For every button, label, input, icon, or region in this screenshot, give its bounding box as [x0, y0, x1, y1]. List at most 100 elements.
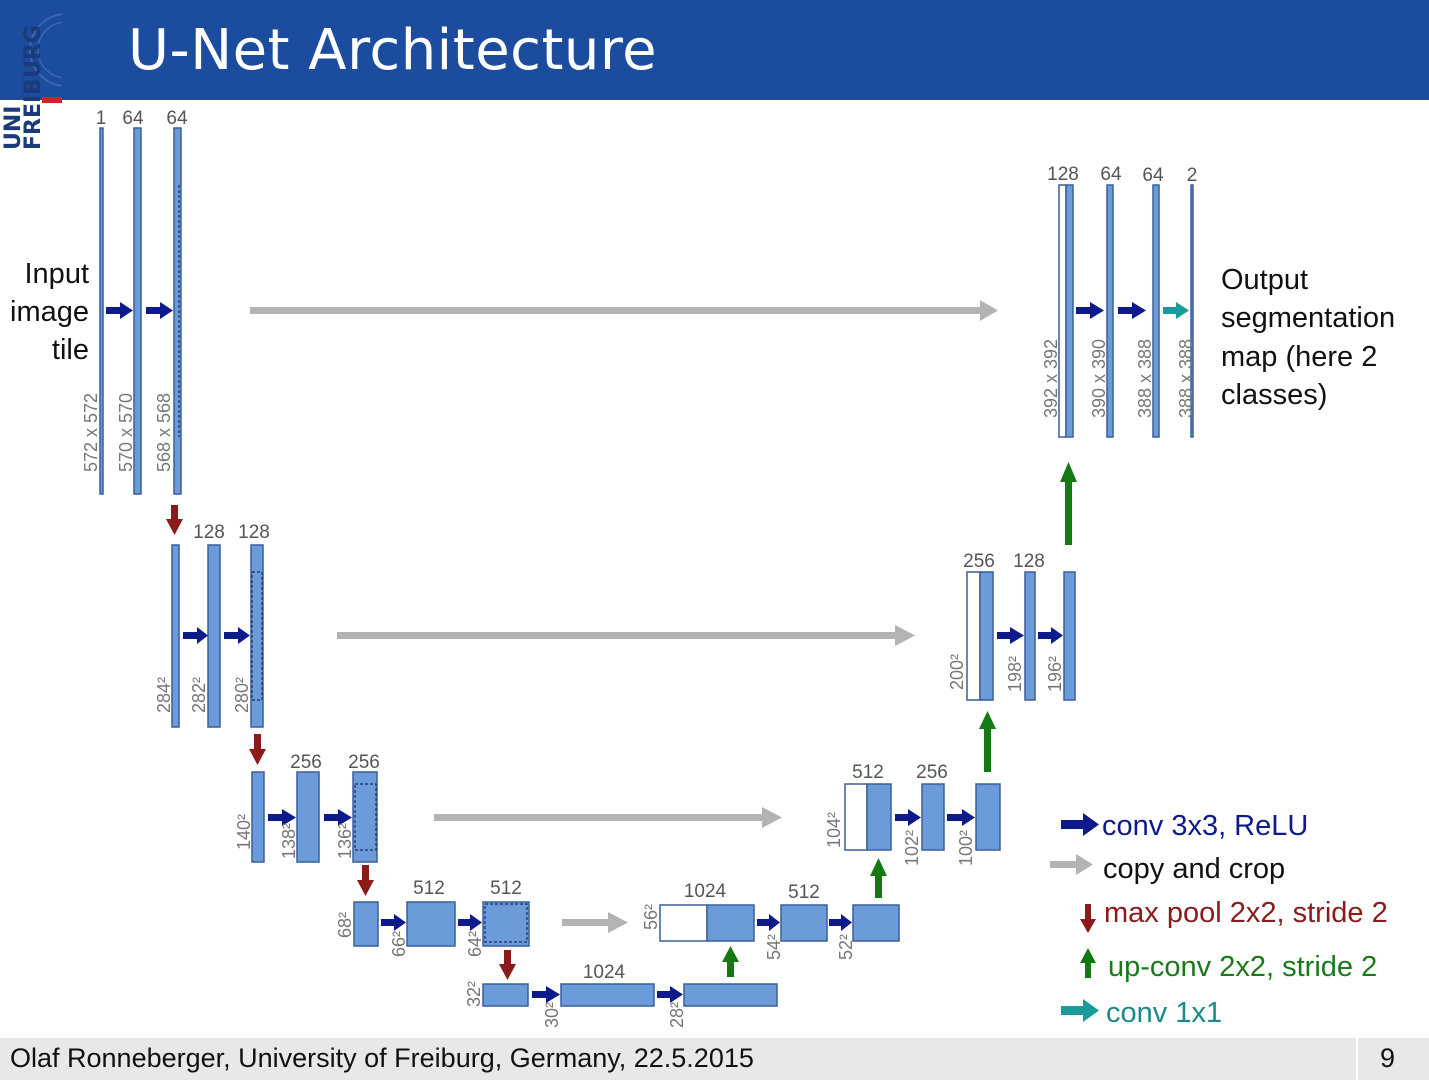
channel-l2-0: 128: [193, 522, 225, 543]
block-l5-pool: [482, 983, 529, 1007]
channel-l1-0: 1: [96, 108, 107, 129]
size-l3-0: 140²: [234, 814, 254, 850]
size-l5-1: 30²: [542, 1002, 562, 1028]
legend-conv1x1-text: conv 1x1: [1106, 997, 1222, 1029]
copy-crop-arrows: [250, 300, 998, 933]
size-u4-0: 56²: [641, 904, 661, 930]
logo-freiburg-text: FREIBURG: [21, 25, 46, 150]
output-label: Output segmentation map (here 2 classes): [1221, 264, 1395, 411]
page-number: 9: [1380, 1043, 1396, 1073]
channel-l2-1: 128: [238, 522, 270, 543]
block-l5-conv2: [683, 983, 778, 1007]
block-l3-conv2: [352, 771, 378, 863]
page-title: U-Net Architecture: [128, 18, 658, 83]
block-u2-conv1: [1024, 571, 1036, 701]
size-u1-0: 392 x 392: [1041, 339, 1061, 418]
channel-l4-0: 512: [413, 878, 445, 899]
feature-blocks: [99, 127, 1194, 1007]
block-u4-crop: [659, 904, 708, 942]
size-u4-2: 52²: [836, 934, 856, 960]
size-u1-3: 388 x 388: [1176, 339, 1196, 418]
block-u3-up: [866, 783, 892, 851]
legend-upconv-icon: [1080, 948, 1096, 978]
input-label-line2: image: [10, 296, 89, 328]
legend-conv3x3-icon: [1061, 813, 1099, 836]
channel-u4-0: 1024: [684, 881, 727, 902]
logo-uni-text: UNI: [1, 106, 26, 150]
channel-u1-1: 64: [1100, 164, 1122, 185]
university-logo: UNI FREIBURG: [1, 0, 62, 150]
output-label-line1: Output: [1221, 264, 1308, 296]
size-l5-0: 32²: [464, 981, 484, 1007]
block-u1-output: [1190, 184, 1194, 438]
output-label-line4: classes): [1221, 379, 1327, 411]
channel-l4-1: 512: [490, 878, 522, 899]
upconv-arrows: [722, 462, 1077, 977]
conv1x1-arrow: [1163, 302, 1189, 319]
size-u1-2: 388 x 388: [1135, 339, 1155, 418]
size-u3-2: 100²: [956, 830, 976, 866]
block-u2-conv2: [1063, 571, 1076, 701]
channel-u4-1: 512: [788, 882, 820, 903]
size-u2-0: 200²: [947, 654, 967, 690]
header-bar: [0, 0, 1429, 100]
size-l1-0: 572 x 572: [81, 393, 101, 472]
block-l4-conv2: [482, 901, 530, 947]
size-u3-1: 102²: [902, 830, 922, 866]
size-l4-0: 68²: [335, 912, 355, 938]
block-l2-conv1: [207, 544, 221, 728]
size-l1-2: 568 x 568: [154, 393, 174, 472]
block-l3-conv1: [296, 771, 320, 863]
size-labels: 572 x 572 570 x 570 568 x 568 284² 282² …: [81, 339, 1196, 1028]
size-l2-1: 282²: [189, 677, 209, 713]
block-u1-conv2: [1152, 184, 1160, 438]
size-l2-0: 284²: [154, 677, 174, 713]
size-l4-2: 64²: [465, 931, 485, 957]
size-l3-2: 136²: [335, 823, 355, 859]
channel-u1-3: 2: [1187, 165, 1198, 186]
size-u4-1: 54²: [764, 934, 784, 960]
block-u4-conv1: [780, 904, 828, 942]
size-l3-1: 138²: [279, 823, 299, 859]
block-u3-conv2: [975, 783, 1001, 851]
maxpool-arrows: [166, 505, 516, 980]
channel-labels: 1 64 64 128 128 256 256 512 512 1024 102…: [96, 108, 1198, 983]
size-l4-1: 66²: [389, 931, 409, 957]
output-label-line2: segmentation: [1221, 302, 1395, 334]
channel-u3-1: 256: [916, 762, 948, 783]
size-u2-2: 196²: [1045, 656, 1065, 692]
channel-u1-2: 64: [1142, 165, 1164, 186]
block-u3-conv1: [921, 783, 945, 851]
legend-upconv-text: up-conv 2x2, stride 2: [1108, 951, 1377, 983]
size-l2-2: 280²: [232, 677, 252, 713]
input-label-line1: Input: [25, 258, 90, 290]
size-u1-1: 390 x 390: [1089, 339, 1109, 418]
channel-u1-0: 128: [1047, 164, 1079, 185]
channel-u2-1: 128: [1013, 551, 1045, 572]
block-l4-pool: [353, 901, 379, 947]
channel-l3-0: 256: [290, 752, 322, 773]
channel-u2-0: 256: [963, 551, 995, 572]
block-u1-conv1: [1106, 184, 1114, 438]
block-l2-conv2: [250, 544, 264, 728]
legend-maxpool-icon: [1080, 904, 1096, 933]
size-l5-2: 28²: [667, 1002, 687, 1028]
channel-l5-0: 1024: [583, 962, 626, 983]
block-u2-crop: [966, 571, 981, 701]
footer-separator: [1356, 1038, 1358, 1080]
block-u2-up: [979, 571, 994, 701]
block-l3-pool: [251, 771, 265, 863]
channel-u3-0: 512: [852, 762, 884, 783]
size-l1-1: 570 x 570: [116, 393, 136, 472]
block-u3-crop: [844, 783, 868, 851]
legend-maxpool-text: max pool 2x2, stride 2: [1104, 897, 1388, 929]
block-u4-conv2: [852, 904, 900, 942]
footer-credit: Olaf Ronneberger, University of Freiburg…: [10, 1043, 754, 1073]
block-l1-input: [99, 127, 104, 495]
block-u4-up: [706, 904, 755, 942]
input-label: Input image tile: [10, 258, 89, 366]
channel-l1-2: 64: [166, 108, 188, 129]
block-l4-conv1: [406, 901, 456, 947]
channel-l3-1: 256: [348, 752, 380, 773]
legend-copy-icon: [1050, 854, 1093, 875]
